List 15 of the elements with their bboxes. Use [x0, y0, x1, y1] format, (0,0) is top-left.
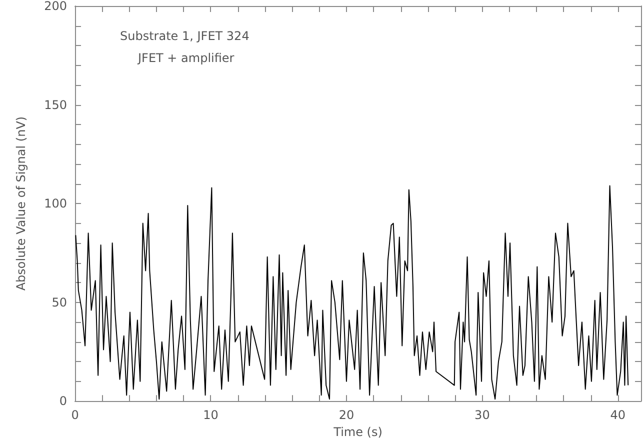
x-tick-label: 20 — [338, 408, 354, 422]
y-tick-label: 100 — [44, 196, 67, 211]
line-series — [75, 185, 629, 400]
x-tick-label: 30 — [474, 408, 490, 422]
x-tick-label: 40 — [610, 408, 626, 422]
y-tick-label: 200 — [44, 0, 67, 13]
x-tick-label: 0 — [71, 408, 79, 422]
y-tick-label: 0 — [59, 394, 67, 408]
annotation: Substrate 1, JFET 324 — [120, 29, 250, 43]
annotation: JFET + amplifier — [137, 51, 234, 65]
y-tick-label: 50 — [52, 295, 67, 310]
y-tick-label: 150 — [44, 98, 67, 112]
x-tick-label: 10 — [203, 408, 218, 422]
y-axis-title: Absolute Value of Signal (nV) — [14, 116, 28, 291]
x-axis-title: Time (s) — [332, 425, 382, 439]
